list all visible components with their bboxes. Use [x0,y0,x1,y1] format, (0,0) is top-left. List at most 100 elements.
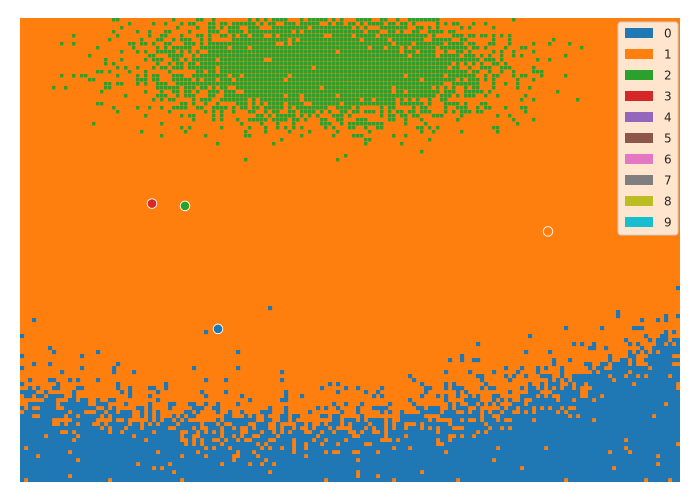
class-0-cell [528,458,533,463]
class-0-cell [312,474,317,479]
class-0-cell [432,470,437,475]
class-0-cell [456,418,461,423]
class-0-cell [424,422,429,427]
class-0-cell [132,458,137,463]
class-2-cell [364,102,368,106]
class-0-cell [308,470,313,475]
class-0-cell [600,390,605,395]
class-0-cell [144,446,149,451]
class-2-cell [368,130,372,134]
class-0-cell [484,478,489,482]
class-0-cell [600,398,605,403]
class-0-cell [72,406,77,411]
class-0-cell [352,454,357,459]
class-0-cell [596,426,601,431]
class-0-cell [52,434,57,439]
class-0-cell [420,458,425,463]
class-0-cell [408,458,413,463]
class-0-cell [440,434,445,439]
class-0-cell [620,414,625,419]
class-2-cell [224,42,228,46]
class-0-cell [432,410,437,415]
class-0-cell [424,434,429,439]
class-0-cell [360,478,365,482]
class-0-cell [340,434,345,439]
class-0-cell [660,438,665,443]
class-0-cell [568,358,573,363]
class-0-cell [200,458,205,463]
class-0-cell [84,422,89,427]
class-0-cell [544,450,549,455]
class-0-cell [568,390,573,395]
class-2-cell [140,130,144,134]
class-0-cell [672,450,677,455]
class-0-cell [112,446,117,451]
class-2-cell [380,58,384,62]
class-0-cell [228,470,233,475]
class-0-cell [84,418,89,423]
class-2-cell [132,42,136,46]
class-0-cell [608,382,613,387]
class-0-cell [660,398,665,403]
class-2-cell [104,58,108,62]
class-0-cell [572,374,577,379]
class-0-cell [148,410,153,415]
class-0-cell [608,378,613,383]
class-0-cell [672,466,677,471]
class-0-cell [612,478,617,482]
class-0-cell [440,458,445,463]
class-0-cell [280,470,285,475]
class-0-cell [60,458,65,463]
class-0-cell [600,422,605,427]
class-0-cell [56,474,61,479]
class-0-cell [464,410,469,415]
class-0-cell [516,422,521,427]
class-0-cell [364,434,369,439]
class-0-cell [408,426,413,431]
class-0-cell [272,442,277,447]
class-0-cell [432,434,437,439]
class-0-cell [188,402,193,407]
class-0-cell [628,414,633,419]
class-0-cell [156,446,161,451]
class-0-cell [316,438,321,443]
class-0-cell [648,466,653,471]
class-0-cell [256,438,261,443]
class-0-cell [576,418,581,423]
class-0-cell [492,450,497,455]
class-0-cell [504,446,509,451]
class-2-cell [224,70,228,74]
class-0-cell [592,454,597,459]
class-0-cell [540,398,545,403]
class-0-cell [500,398,505,403]
class-0-cell [324,430,329,435]
class-0-cell [424,450,429,455]
class-0-cell [616,422,621,427]
class-0-cell [540,422,545,427]
class-0-cell [392,438,397,443]
class-0-cell [116,458,121,463]
class-0-cell [224,430,229,435]
class-0-cell [416,434,421,439]
class-0-cell [532,442,537,447]
class-0-cell [452,454,457,459]
class-0-cell [560,394,565,399]
class-2-cell [204,46,208,50]
class-0-cell [648,354,653,359]
class-0-cell [552,478,557,482]
class-0-cell [636,454,641,459]
class-0-cell [572,458,577,463]
class-2-cell [504,66,508,70]
class-0-cell [320,422,325,427]
class-0-cell [572,470,577,475]
class-0-cell [416,422,421,427]
class-0-cell [320,386,325,391]
class-0-cell [660,418,665,423]
class-2-cell [252,58,256,62]
class-2-cell [380,98,384,102]
class-0-cell [420,418,425,423]
class-2-cell [248,126,252,130]
class-0-cell [600,366,605,371]
class-0-cell [628,402,633,407]
class-2-cell [416,34,420,38]
